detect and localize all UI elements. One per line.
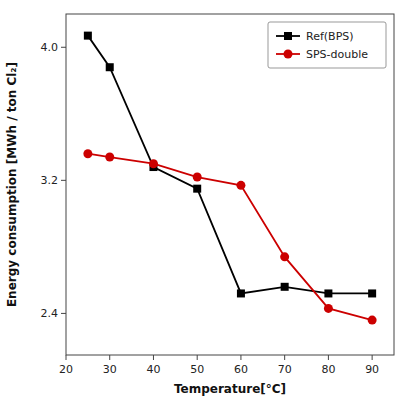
point [237,289,245,297]
x-tick [66,355,67,360]
x-tick [240,355,241,360]
point [368,316,377,325]
x-tick [372,355,373,360]
x-tick [197,355,198,360]
x-axis: 20 30 40 50 60 70 80 90 [59,355,379,376]
point [84,32,92,40]
x-tick-label: 20 [59,363,73,376]
legend: Ref(BPS) SPS-double [268,22,386,68]
point [281,283,289,291]
y-tick [61,180,66,181]
y-axis: 2.4 3.2 4.0 [41,41,67,320]
legend-label: Ref(BPS) [306,30,354,43]
x-tick-label: 60 [234,363,248,376]
x-tick-label: 80 [321,363,335,376]
point [193,173,202,182]
y-tick-label: 2.4 [41,307,59,320]
series-line [88,36,372,294]
point [105,153,114,162]
legend-marker [284,50,293,59]
point [236,181,245,190]
chart: 20 30 40 50 60 70 80 90 2.4 3.2 4.0 Temperature[°C]… [0,0,408,405]
legend-marker [284,32,292,40]
x-tick-label: 90 [365,363,379,376]
point [280,252,289,261]
x-tick-label: 50 [190,363,204,376]
point [193,185,201,193]
point [324,289,332,297]
point [83,149,92,158]
y-tick [61,313,66,314]
x-tick [153,355,154,360]
legend-label: SPS-double [306,48,368,61]
x-tick-label: 70 [278,363,292,376]
series-line [88,154,372,320]
point [368,289,376,297]
point [149,159,158,168]
point [106,63,114,71]
series [84,32,376,298]
legend-box [268,22,386,68]
y-tick-label: 3.2 [41,174,59,187]
x-tick [328,355,329,360]
series [83,149,376,324]
point [324,304,333,313]
x-tick-label: 30 [103,363,117,376]
y-axis-label: Energy consumption [MWh / ton Cl₂] [5,62,19,307]
x-tick [109,355,110,360]
y-tick [61,47,66,48]
x-axis-label: Temperature[°C] [174,382,286,396]
y-tick-label: 4.0 [41,41,59,54]
plot-frame [66,14,394,355]
x-tick-label: 40 [146,363,160,376]
x-tick [284,355,285,360]
series-group [83,32,376,325]
